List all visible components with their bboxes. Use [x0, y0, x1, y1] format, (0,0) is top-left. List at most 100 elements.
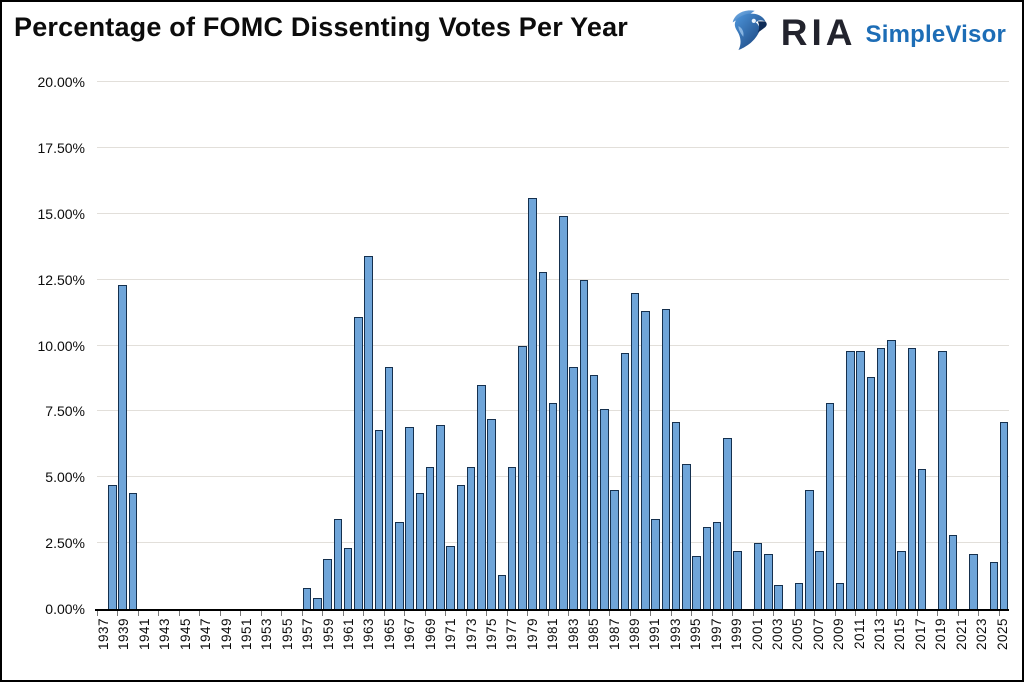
x-label-slot: 2023 — [974, 618, 989, 670]
bar-2009 — [835, 582, 845, 609]
bar-slot — [630, 82, 640, 609]
axis-tick — [219, 611, 221, 616]
axis-tick — [383, 611, 385, 616]
bar-1961 — [343, 548, 353, 609]
x-axis-label: 1939 — [116, 618, 132, 651]
gridline — [97, 344, 1009, 346]
bar-2008 — [825, 403, 835, 609]
y-axis-label: 0.00% — [45, 601, 85, 617]
bar-slot — [989, 82, 999, 609]
x-label-slot: 1987 — [607, 618, 622, 670]
bar-slot — [507, 82, 517, 609]
x-label-slot: 1981 — [545, 618, 561, 670]
axis-tick — [137, 611, 139, 616]
y-axis-label: 5.00% — [45, 469, 85, 486]
bar-2020 — [948, 535, 958, 609]
x-label-slot: 1949 — [219, 618, 234, 670]
bar-slot — [384, 82, 394, 609]
bar-1966 — [395, 522, 404, 609]
axis-tick — [404, 611, 406, 616]
x-label-slot: 2019 — [933, 618, 948, 670]
y-axis-label: 17.50% — [37, 139, 85, 156]
logo-brand-text: RIA — [780, 11, 857, 53]
x-label-slot: 2003 — [770, 618, 785, 670]
x-label-slot: 1995 — [688, 618, 703, 670]
axis-tick — [957, 611, 959, 616]
axis-tick — [527, 611, 529, 616]
x-label-slot: 1979 — [525, 618, 540, 670]
bar-1988 — [620, 353, 630, 609]
bar-slot — [815, 82, 825, 609]
x-axis-label: 1957 — [300, 618, 316, 651]
x-axis-line — [95, 609, 1009, 611]
bar-slot — [712, 82, 722, 609]
x-label-slot: 1955 — [280, 618, 295, 670]
bar-slot — [651, 82, 661, 609]
axis-tick — [506, 611, 508, 616]
x-axis-label: 1985 — [586, 618, 602, 651]
x-label-slot: 2015 — [892, 618, 907, 670]
page-title: Percentage of FOMC Dissenting Votes Per … — [14, 12, 628, 42]
x-axis-label: 1945 — [177, 618, 193, 651]
bar-1996 — [702, 527, 712, 609]
bar-slot — [774, 82, 784, 609]
bar-slot — [107, 82, 117, 609]
axis-tick — [117, 611, 119, 616]
bar-slot — [517, 82, 527, 609]
bar-slot — [579, 82, 589, 609]
bar-slot — [271, 82, 281, 609]
bar-slot — [466, 82, 476, 609]
ria-simplevisor-logo: RIA SimpleVisor — [726, 8, 1006, 56]
bar-slot — [425, 82, 435, 609]
y-axis-label: 15.00% — [37, 205, 85, 222]
axis-tick — [773, 611, 775, 616]
axis-tick — [178, 611, 180, 616]
bar-1973 — [466, 466, 476, 609]
axis-tick — [240, 611, 242, 616]
axis-tick — [486, 611, 488, 616]
bar-slot — [784, 82, 794, 609]
x-axis-label: 1937 — [96, 618, 111, 651]
x-label-slot: 2025 — [995, 618, 1010, 670]
bar-slot — [671, 82, 681, 609]
bar-2016 — [907, 348, 917, 609]
bar-series — [97, 82, 1009, 609]
logo-product-text: SimpleVisor — [865, 21, 1006, 48]
bar-1939 — [118, 284, 127, 609]
bar-1977 — [507, 466, 517, 609]
bar-slot — [999, 82, 1009, 609]
bar-slot — [548, 82, 558, 609]
bar-2017 — [917, 469, 927, 609]
bar-1968 — [415, 493, 425, 609]
bar-slot — [681, 82, 691, 609]
bar-1982 — [559, 216, 568, 609]
bar-slot — [323, 82, 333, 609]
x-axis-label: 2013 — [872, 618, 888, 651]
axis-tick — [896, 611, 898, 616]
x-axis-label: 2021 — [953, 618, 969, 651]
bar-2012 — [866, 377, 876, 609]
axis-tick — [814, 611, 816, 616]
bar-1980 — [538, 271, 548, 609]
x-axis-label: 2017 — [912, 618, 928, 651]
x-label-slot: 2007 — [811, 618, 826, 670]
x-label-slot: 1991 — [647, 618, 662, 670]
bar-slot — [292, 82, 302, 609]
bar-1999 — [733, 551, 742, 609]
bar-slot — [415, 82, 425, 609]
y-axis-label: 12.50% — [37, 271, 85, 288]
bar-slot — [938, 82, 948, 609]
axis-tick — [363, 611, 365, 616]
bar-2003 — [774, 585, 783, 609]
axis-tick — [732, 611, 734, 616]
axis-tick — [97, 611, 98, 616]
bar-1995 — [692, 556, 701, 609]
x-axis-label: 1983 — [565, 618, 581, 651]
x-label-slot: 1943 — [157, 618, 172, 670]
bar-slot — [743, 82, 753, 609]
x-axis-label: 1981 — [545, 618, 561, 651]
bar-slot — [179, 82, 189, 609]
x-label-slot: 1989 — [627, 618, 642, 670]
x-axis-label: 1997 — [708, 618, 724, 651]
bar-slot — [979, 82, 989, 609]
